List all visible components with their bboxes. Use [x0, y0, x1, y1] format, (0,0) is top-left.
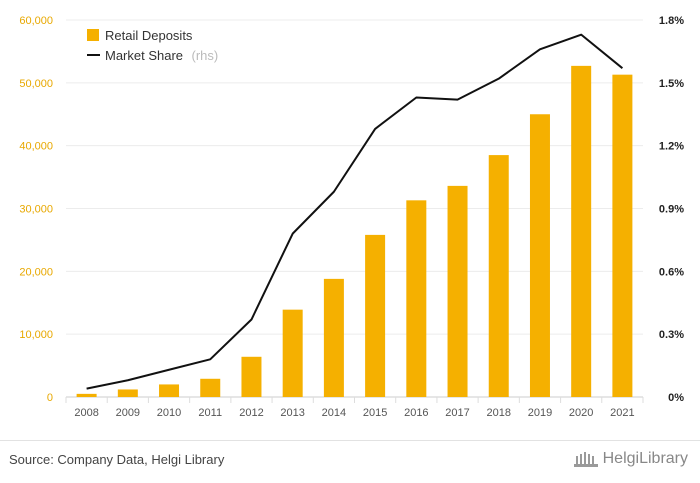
bar[interactable] — [200, 378, 221, 397]
line-point[interactable] — [208, 357, 212, 361]
x-tick-label: 2011 — [198, 407, 222, 419]
line-point[interactable] — [85, 387, 89, 391]
legend-label-market-share: Market Share (rhs) — [105, 47, 218, 64]
x-tick-label: 2014 — [322, 407, 346, 419]
line-point[interactable] — [538, 47, 542, 51]
bar[interactable] — [571, 65, 592, 397]
bar[interactable] — [282, 309, 303, 397]
legend-label-retail-deposits: Retail Deposits — [105, 28, 193, 43]
line-point[interactable] — [456, 98, 460, 102]
bar[interactable] — [529, 114, 550, 397]
y-right-tick-label: 1.8% — [659, 15, 684, 27]
line-point[interactable] — [414, 95, 418, 99]
y-left-tick-label: 60,000 — [19, 15, 53, 27]
line-point[interactable] — [497, 77, 501, 81]
chart: 0 10,000 20,000 30,000 40,000 50,000 60,000 0%… — [19, 15, 684, 419]
y-left-tick-label: 50,000 — [19, 78, 53, 90]
y-right-tick-label: 0.3% — [659, 329, 684, 341]
x-tick-label: 2013 — [280, 407, 304, 419]
legend-label-market-share-suffix: (rhs) — [192, 48, 219, 63]
bar[interactable] — [447, 185, 468, 397]
y-right-tick-label: 0.6% — [659, 266, 684, 278]
y-right-tick-label: 0.9% — [659, 204, 684, 216]
y-left-tick-label: 20,000 — [19, 266, 53, 278]
y-right-tick-label: 1.5% — [659, 78, 684, 90]
y-left-tick-label: 30,000 — [19, 204, 53, 216]
bar[interactable] — [117, 389, 138, 397]
legend[interactable]: Retail Deposits Market Share (rhs) — [87, 28, 218, 64]
x-tick-label: 2016 — [404, 407, 428, 419]
y-left-tick-label: 0 — [47, 392, 53, 404]
x-tick-label: 2008 — [74, 407, 98, 419]
bar[interactable] — [406, 200, 427, 397]
x-tick-label: 2021 — [610, 407, 634, 419]
x-axis: 2008 2009 2010 2011 2012 2013 2014 2015 2016 2017… — [74, 407, 634, 419]
legend-label-market-share-name: Market Share — [105, 48, 183, 63]
x-tick-label: 2019 — [528, 407, 552, 419]
line-point[interactable] — [579, 33, 583, 37]
y-axis-left: 0 10,000 20,000 30,000 40,000 50,000 60,000 — [19, 15, 53, 404]
line-point[interactable] — [620, 66, 624, 70]
source-note: Source: Company Data, Helgi Library — [9, 452, 225, 467]
y-right-tick-label: 1.2% — [659, 141, 684, 153]
brand-name: HelgiLibrary — [602, 450, 688, 467]
bar[interactable] — [76, 393, 97, 397]
x-tick-label: 2020 — [569, 407, 593, 419]
y-left-tick-label: 40,000 — [19, 141, 53, 153]
bar[interactable] — [159, 384, 180, 397]
footer: Source: Company Data, Helgi Library Helg… — [0, 440, 700, 483]
x-tick-label: 2015 — [363, 407, 387, 419]
library-building-icon — [573, 452, 598, 467]
brand-logo[interactable]: HelgiLibrary — [573, 450, 688, 468]
line-point[interactable] — [126, 378, 130, 382]
x-tick-label: 2012 — [239, 407, 263, 419]
line-point[interactable] — [332, 190, 336, 194]
bar-series — [76, 65, 633, 397]
line-point[interactable] — [249, 318, 253, 322]
y-right-tick-label: 0% — [668, 392, 684, 404]
y-axis-right: 0% 0.3% 0.6% 0.9% 1.2% 1.5% 1.8% — [659, 15, 684, 404]
legend-swatch-retail-deposits — [87, 29, 99, 41]
grid — [65, 19, 644, 403]
market-share-line[interactable] — [86, 33, 624, 390]
bar[interactable] — [323, 278, 344, 397]
bar[interactable] — [488, 155, 509, 397]
y-left-tick-label: 10,000 — [19, 329, 53, 341]
line-point[interactable] — [291, 232, 295, 236]
line-point[interactable] — [373, 127, 377, 131]
x-tick-label: 2009 — [116, 407, 140, 419]
bar[interactable] — [241, 356, 262, 397]
x-tick-label: 2017 — [445, 407, 469, 419]
x-tick-label: 2010 — [157, 407, 181, 419]
bar[interactable] — [612, 74, 633, 397]
x-tick-label: 2018 — [487, 407, 511, 419]
bar[interactable] — [365, 234, 386, 397]
line-series — [85, 33, 624, 391]
line-point[interactable] — [167, 368, 171, 372]
